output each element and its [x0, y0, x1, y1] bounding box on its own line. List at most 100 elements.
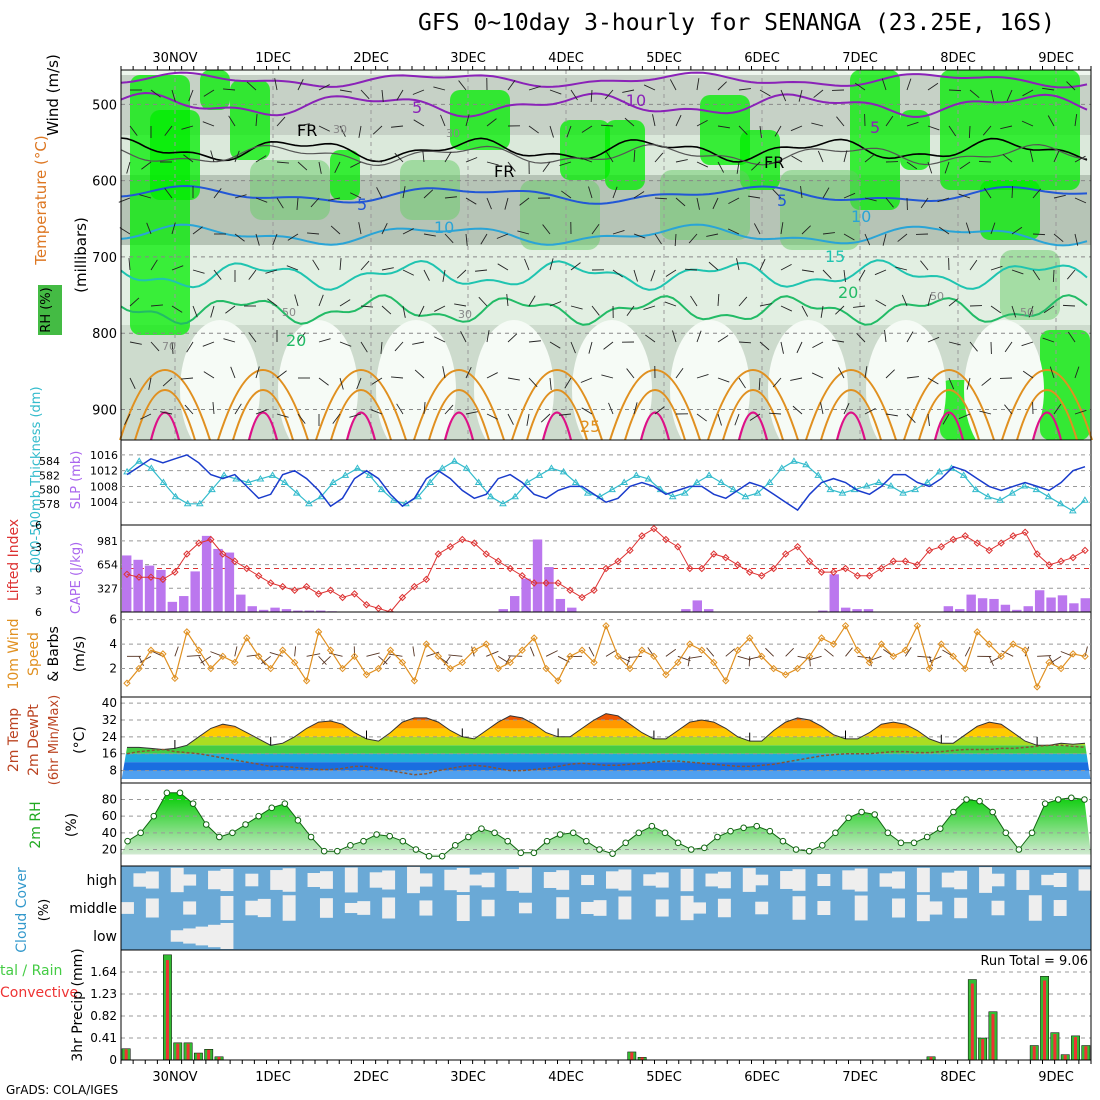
- cloud-gap-block: [991, 873, 1005, 887]
- wind-barb: [360, 341, 368, 353]
- wind-barb: [507, 413, 514, 425]
- li-marker: [853, 572, 862, 580]
- wind10-marker: [195, 646, 203, 654]
- rh-high-patch: [980, 180, 1040, 240]
- rh2m-marker: [583, 837, 590, 845]
- wind-barb: [402, 305, 406, 318]
- cloud-gap-block: [854, 895, 868, 921]
- contour-35: [835, 411, 867, 441]
- li-marker: [949, 535, 957, 544]
- dry-cell: [180, 320, 260, 460]
- wind-barb: [212, 402, 215, 415]
- wind-barb: [265, 269, 278, 274]
- cape-bar: [144, 565, 155, 612]
- thickness-tick: 578: [39, 498, 60, 511]
- date-label-top: 4DEC: [548, 51, 584, 66]
- wind-barb: [624, 117, 635, 127]
- rh2m-marker: [556, 831, 564, 838]
- wind-barb: [444, 233, 454, 244]
- wind-barb: [772, 189, 782, 199]
- wind-barb: [297, 332, 306, 343]
- cloud-gap-block: [817, 901, 831, 915]
- wind-barb: [1011, 185, 1014, 199]
- wind-barb: [738, 341, 752, 344]
- date-label-bottom: 5DEC: [646, 1070, 682, 1085]
- rh2m-marker: [596, 846, 603, 853]
- wind-barb: [712, 197, 719, 210]
- wind-barb: [504, 197, 509, 210]
- cloud-gap-block: [618, 896, 632, 920]
- wind10-barb: [426, 651, 440, 657]
- wind-barb: [402, 186, 406, 199]
- wind-barb: [749, 413, 761, 421]
- wind10-marker: [326, 646, 335, 654]
- rh2m-marker: [504, 837, 511, 845]
- wind10-barb: [725, 648, 736, 657]
- wind10-marker: [290, 658, 299, 667]
- contour-label: 20: [286, 331, 306, 350]
- wind-barb: [717, 81, 727, 91]
- wind-barb: [759, 125, 762, 138]
- wind10-marker: [506, 658, 514, 667]
- li-marker: [266, 579, 275, 587]
- wind10-marker: [925, 664, 934, 673]
- cloud-gap-block: [717, 871, 731, 889]
- thickness-marker: [268, 471, 277, 478]
- wind-barb: [885, 369, 895, 379]
- wind-barb: [286, 265, 299, 271]
- precip-conv-bar: [1043, 980, 1047, 1060]
- wind-barb: [507, 377, 520, 381]
- pressure-tick: 700: [92, 251, 117, 266]
- wind10-marker: [961, 664, 969, 673]
- rh2m-marker: [347, 842, 354, 849]
- wind10-marker: [650, 652, 658, 661]
- thickness-marker: [499, 499, 507, 507]
- wind-barb: [248, 269, 257, 280]
- wind-barb: [612, 230, 625, 235]
- wind-barb: [759, 258, 766, 271]
- cape-bar: [247, 606, 257, 612]
- wind10-speed-line: [126, 624, 1086, 689]
- wind-barb: [360, 305, 373, 308]
- wind-barb: [675, 368, 684, 379]
- wind-barb: [796, 341, 803, 354]
- cloud-gap-block: [705, 873, 719, 887]
- wind10-barb: [198, 656, 205, 666]
- wind-barb: [717, 125, 730, 129]
- wind-barb: [969, 89, 980, 99]
- wind-barb: [402, 228, 414, 235]
- wind-barb: [380, 341, 383, 354]
- rh2m-marker: [268, 804, 276, 812]
- rh-high-patch: [740, 130, 780, 190]
- wind-barb: [129, 377, 136, 389]
- wind-barb: [171, 265, 184, 271]
- rh2m-marker: [412, 846, 420, 853]
- contour-label: 5: [412, 98, 422, 117]
- cape-bar: [156, 569, 166, 612]
- wind-barb: [255, 233, 260, 246]
- wind-barb: [948, 377, 955, 390]
- wind10-marker: [1021, 646, 1029, 654]
- cape-bar: [567, 607, 577, 612]
- ylabel-millibars: (millibars): [72, 217, 90, 293]
- wind-barb: [561, 190, 572, 199]
- wind-barb: [736, 161, 740, 174]
- wind-barb: [981, 377, 992, 386]
- precip-conv-bar: [207, 1049, 211, 1060]
- wind10-marker: [985, 640, 993, 648]
- li-marker: [398, 593, 407, 602]
- li-marker: [231, 557, 239, 565]
- wind10-marker: [1033, 683, 1041, 691]
- thickness-marker: [668, 492, 677, 500]
- wind-barb: [792, 405, 803, 415]
- wind-barb: [423, 233, 436, 237]
- wind-barb: [948, 125, 957, 137]
- date-label-top: 8DEC: [940, 51, 976, 66]
- rh2m-marker: [229, 829, 236, 837]
- wind-barb: [944, 161, 950, 174]
- pressure-tick: 800: [92, 327, 117, 342]
- wind-barb: [442, 366, 446, 379]
- li-marker: [159, 575, 167, 584]
- thickness-marker: [195, 499, 204, 507]
- wind-barb: [684, 268, 698, 271]
